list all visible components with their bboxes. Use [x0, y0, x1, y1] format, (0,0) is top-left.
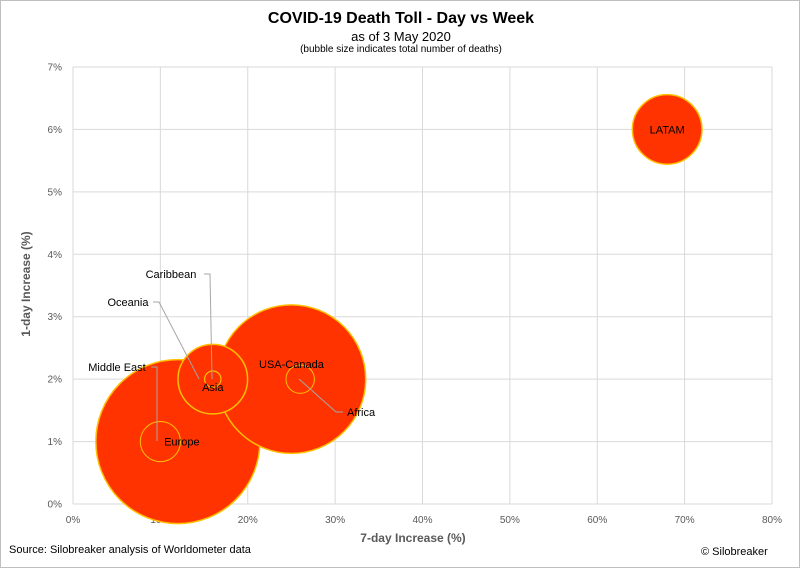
y-tick-label: 7% — [48, 63, 63, 74]
bubble-caribbean — [204, 370, 222, 388]
bubble-middle-east — [139, 420, 181, 463]
bubble-label-africa: Africa — [347, 407, 376, 419]
chart-subtitle: as of 3 May 2020 — [351, 29, 451, 44]
x-tick-label: 50% — [500, 515, 520, 526]
source-note: Source: Silobreaker analysis of Worldome… — [9, 544, 251, 556]
y-tick-label: 1% — [48, 437, 63, 448]
y-tick-label: 2% — [48, 375, 63, 386]
leader-line — [151, 366, 158, 441]
x-tick-label: 70% — [675, 515, 695, 526]
chart-note: (bubble size indicates total number of d… — [300, 44, 502, 55]
bubble-label-caribbean: Caribbean — [146, 269, 197, 281]
copyright-note: © Silobreaker — [701, 546, 768, 558]
bubble-label-asia: Asia — [202, 382, 224, 394]
x-tick-label: 60% — [587, 515, 607, 526]
x-tick-label: 0% — [66, 515, 81, 526]
bubble-label-middle-east: Middle East — [88, 362, 145, 374]
bubble-label-usa-canada: USA-Canada — [259, 359, 325, 371]
bubble-label-latam: LATAM — [650, 124, 685, 136]
bubble-asia — [177, 343, 249, 415]
x-tick-label: 30% — [325, 515, 345, 526]
y-tick-label: 5% — [48, 187, 63, 198]
chart-title: COVID-19 Death Toll - Day vs Week — [267, 10, 535, 27]
bubble-label-oceania: Oceania — [108, 297, 150, 309]
x-tick-label: 40% — [412, 515, 432, 526]
y-tick-label: 4% — [48, 250, 63, 261]
bubble-label-europe: Europe — [164, 437, 199, 449]
bubble-latam — [631, 93, 703, 165]
leader-line — [204, 273, 213, 380]
y-tick-label: 6% — [48, 125, 63, 136]
y-tick-label: 3% — [48, 312, 63, 323]
y-axis-label: 1-day Increase (%) — [19, 231, 33, 337]
leader-line — [298, 378, 343, 413]
x-axis-label: 7-day Increase (%) — [360, 531, 466, 545]
leader-line — [153, 301, 200, 380]
x-tick-label: 20% — [238, 515, 258, 526]
x-tick-label: 80% — [762, 515, 782, 526]
y-tick-label: 0% — [48, 500, 63, 511]
bubble-africa — [285, 364, 315, 394]
